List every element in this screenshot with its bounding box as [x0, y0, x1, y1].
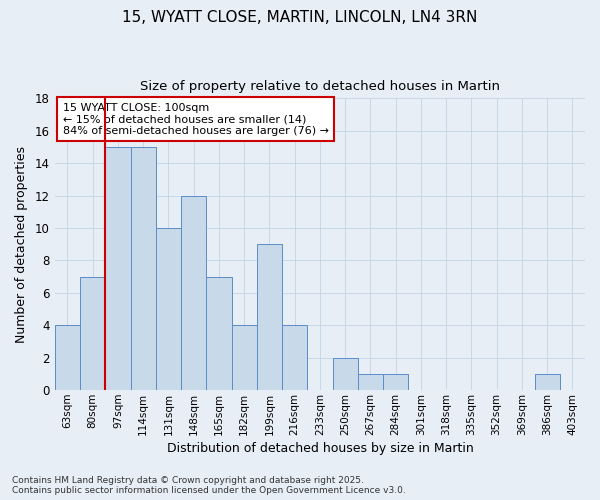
Bar	[156, 228, 181, 390]
Y-axis label: Number of detached properties: Number of detached properties	[15, 146, 28, 342]
Bar	[131, 147, 156, 390]
Bar	[332, 358, 358, 390]
Bar	[232, 326, 257, 390]
Bar	[282, 326, 307, 390]
Text: 15 WYATT CLOSE: 100sqm
← 15% of detached houses are smaller (14)
84% of semi-det: 15 WYATT CLOSE: 100sqm ← 15% of detached…	[63, 102, 329, 136]
Bar	[206, 276, 232, 390]
Bar	[383, 374, 408, 390]
Bar	[106, 147, 131, 390]
Bar	[535, 374, 560, 390]
Bar	[80, 276, 106, 390]
Bar	[257, 244, 282, 390]
Title: Size of property relative to detached houses in Martin: Size of property relative to detached ho…	[140, 80, 500, 93]
Bar	[55, 326, 80, 390]
Bar	[358, 374, 383, 390]
Text: Contains HM Land Registry data © Crown copyright and database right 2025.
Contai: Contains HM Land Registry data © Crown c…	[12, 476, 406, 495]
Bar	[181, 196, 206, 390]
X-axis label: Distribution of detached houses by size in Martin: Distribution of detached houses by size …	[167, 442, 473, 455]
Text: 15, WYATT CLOSE, MARTIN, LINCOLN, LN4 3RN: 15, WYATT CLOSE, MARTIN, LINCOLN, LN4 3R…	[122, 10, 478, 25]
